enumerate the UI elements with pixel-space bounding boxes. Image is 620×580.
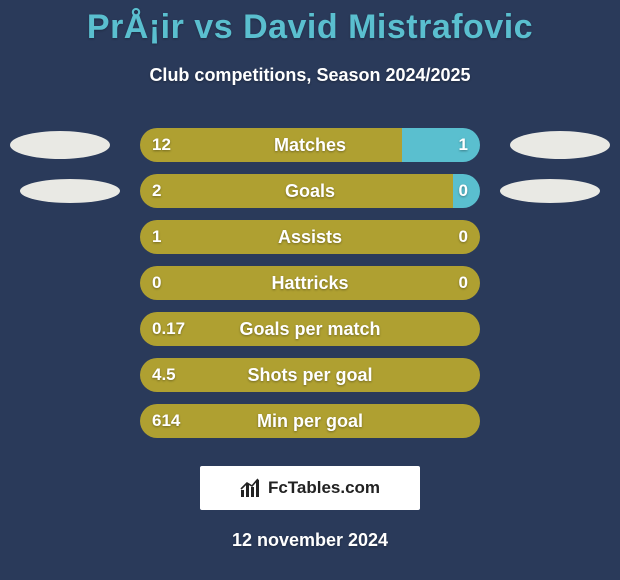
stat-value-right: 0 <box>459 220 468 254</box>
stat-left-segment <box>140 220 480 254</box>
stat-left-segment <box>140 174 453 208</box>
stat-value-left: 614 <box>152 404 180 438</box>
stat-value-right: 0 <box>459 266 468 300</box>
stat-pill: 20Goals <box>140 174 480 208</box>
stat-value-left: 0.17 <box>152 312 185 346</box>
stat-pill: 0.17Goals per match <box>140 312 480 346</box>
stat-pill: 614Min per goal <box>140 404 480 438</box>
stat-pill: 10Assists <box>140 220 480 254</box>
stat-row: 4.5Shots per goal <box>0 352 620 398</box>
stat-pill: 121Matches <box>140 128 480 162</box>
stat-left-segment <box>140 128 402 162</box>
stat-pill: 4.5Shots per goal <box>140 358 480 392</box>
stat-left-segment <box>140 266 480 300</box>
stat-row: 20Goals <box>0 168 620 214</box>
stat-pill-bg <box>140 312 480 346</box>
stat-pill: 00Hattricks <box>140 266 480 300</box>
stat-row: 121Matches <box>0 122 620 168</box>
stat-value-left: 2 <box>152 174 161 208</box>
stat-right-segment <box>402 128 480 162</box>
stat-pill-bg <box>140 266 480 300</box>
stat-value-left: 0 <box>152 266 161 300</box>
stat-value-right: 0 <box>459 174 468 208</box>
stat-row: 0.17Goals per match <box>0 306 620 352</box>
bar-chart-icon <box>240 478 262 498</box>
stat-row: 614Min per goal <box>0 398 620 444</box>
stat-left-segment <box>140 358 480 392</box>
stat-left-segment <box>140 312 480 346</box>
stat-value-left: 4.5 <box>152 358 176 392</box>
stat-value-right: 1 <box>459 128 468 162</box>
subtitle: Club competitions, Season 2024/2025 <box>0 65 620 86</box>
team-badge-right <box>500 179 600 203</box>
date-label: 12 november 2024 <box>0 530 620 551</box>
logo-text: FcTables.com <box>268 478 380 498</box>
stats-container: 121Matches20Goals10Assists00Hattricks0.1… <box>0 122 620 444</box>
stat-pill-bg <box>140 128 480 162</box>
fctables-logo: FcTables.com <box>200 466 420 510</box>
stat-row: 10Assists <box>0 214 620 260</box>
stat-pill-bg <box>140 220 480 254</box>
team-badge-left <box>20 179 120 203</box>
stat-value-left: 1 <box>152 220 161 254</box>
stat-value-left: 12 <box>152 128 171 162</box>
page-title: PrÅ¡ir vs David Mistrafovic <box>0 8 620 47</box>
stat-pill-bg <box>140 404 480 438</box>
stat-pill-bg <box>140 358 480 392</box>
stat-row: 00Hattricks <box>0 260 620 306</box>
stat-left-segment <box>140 404 480 438</box>
team-badge-right <box>510 131 610 159</box>
stat-pill-bg <box>140 174 480 208</box>
team-badge-left <box>10 131 110 159</box>
